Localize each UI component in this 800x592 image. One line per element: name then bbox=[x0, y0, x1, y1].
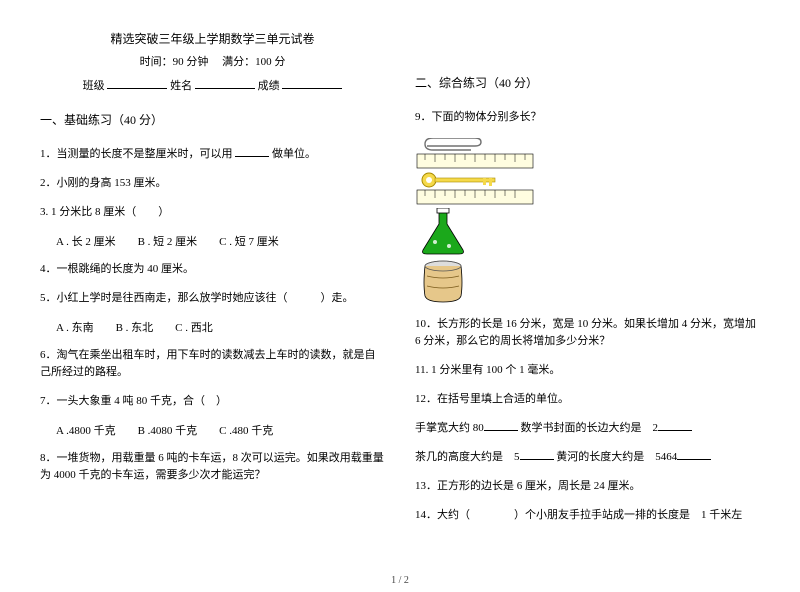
time-value: 90 分钟 bbox=[173, 56, 209, 68]
time-label: 时间： bbox=[140, 56, 173, 68]
q1-tail: 做单位。 bbox=[272, 148, 316, 160]
q12b-b: 数学书封面的长边大约是 2 bbox=[521, 422, 659, 434]
q12c-b: 黄河的长度大约是 5464 bbox=[556, 451, 677, 463]
q9-images bbox=[415, 138, 760, 304]
name-label: 姓名 bbox=[170, 80, 192, 92]
exam-title: 精选突破三年级上学期数学三单元试卷 bbox=[40, 30, 385, 47]
q14: 14．大约（ ）个小朋友手拉手站成一排的长度是 1 千米左 bbox=[415, 507, 760, 524]
q9: 9．下面的物体分别多长？ bbox=[415, 109, 760, 126]
q10: 10．长方形的长是 16 分米，宽是 10 分米。如果长增加 4 分米，宽增加 … bbox=[415, 316, 760, 350]
q6: 6．淘气在乘坐出租车时，用下车时的读数减去上车时的读数，就是自己所经过的路程。 bbox=[40, 347, 385, 381]
q13: 13．正方形的边长是 6 厘米，周长是 24 厘米。 bbox=[415, 478, 760, 495]
exam-meta: 时间：90 分钟 满分：100 分 bbox=[40, 53, 385, 69]
grade-label: 成绩 bbox=[258, 80, 280, 92]
q5: 5．小红上学时是往西南走，那么放学时她应该往（ ）走。 bbox=[40, 290, 385, 307]
jar-icon bbox=[415, 258, 475, 304]
q12-line1: 手掌宽大约 80 数学书封面的长边大约是 2 bbox=[415, 420, 760, 437]
q5-options: A . 东南 B . 东北 C . 西北 bbox=[56, 319, 385, 335]
q11: 11. 1 分米里有 100 个 1 毫米。 bbox=[415, 362, 760, 379]
score-label: 满分： bbox=[222, 56, 255, 68]
q3-options: A . 长 2 厘米 B . 短 2 厘米 C . 短 7 厘米 bbox=[56, 233, 385, 249]
ruler-clip-icon bbox=[415, 138, 535, 170]
q7: 7．一头大象重 4 吨 80 千克，合（ ） bbox=[40, 393, 385, 410]
q2: 2．小刚的身高 153 厘米。 bbox=[40, 175, 385, 192]
q1: 1．当测量的长度不是整厘米时，可以用 做单位。 bbox=[40, 146, 385, 163]
q12b-blank1[interactable] bbox=[484, 420, 518, 431]
class-blank[interactable] bbox=[107, 78, 167, 89]
q12c-blank2[interactable] bbox=[677, 449, 711, 460]
q12b-blank2[interactable] bbox=[658, 420, 692, 431]
ruler-key-icon bbox=[415, 172, 535, 206]
q12: 12．在括号里填上合适的单位。 bbox=[415, 391, 760, 408]
section-a-heading: 一、基础练习（40 分） bbox=[40, 111, 385, 128]
left-column: 精选突破三年级上学期数学三单元试卷 时间：90 分钟 满分：100 分 班级 姓… bbox=[40, 30, 385, 536]
q4: 4．一根跳绳的长度为 40 厘米。 bbox=[40, 261, 385, 278]
score-value: 100 分 bbox=[255, 56, 285, 68]
flask-icon bbox=[415, 208, 475, 256]
q12b-a: 手掌宽大约 80 bbox=[415, 422, 484, 434]
name-blank[interactable] bbox=[195, 78, 255, 89]
grade-blank[interactable] bbox=[282, 78, 342, 89]
q12-line2: 茶几的高度大约是 5 黄河的长度大约是 5464 bbox=[415, 449, 760, 466]
class-label: 班级 bbox=[83, 80, 105, 92]
q1-blank[interactable] bbox=[235, 146, 269, 157]
q1-text: 1．当测量的长度不是整厘米时，可以用 bbox=[40, 148, 233, 160]
student-info-row: 班级 姓名 成绩 bbox=[40, 77, 385, 93]
right-column: 二、综合练习（40 分） 9．下面的物体分别多长？ bbox=[415, 30, 760, 536]
q12c-blank1[interactable] bbox=[520, 449, 554, 460]
q8: 8．一堆货物，用载重量 6 吨的卡车运，8 次可以运完。如果改用载重量为 400… bbox=[40, 450, 385, 484]
q3: 3. 1 分米比 8 厘米（ ） bbox=[40, 204, 385, 221]
q12c-a: 茶几的高度大约是 5 bbox=[415, 451, 520, 463]
page-number: 1 / 2 bbox=[0, 575, 800, 586]
exam-header: 精选突破三年级上学期数学三单元试卷 时间：90 分钟 满分：100 分 班级 姓… bbox=[40, 30, 385, 93]
q7-options: A .4800 千克 B .4080 千克 C .480 千克 bbox=[56, 422, 385, 438]
section-b-heading: 二、综合练习（40 分） bbox=[415, 74, 760, 91]
